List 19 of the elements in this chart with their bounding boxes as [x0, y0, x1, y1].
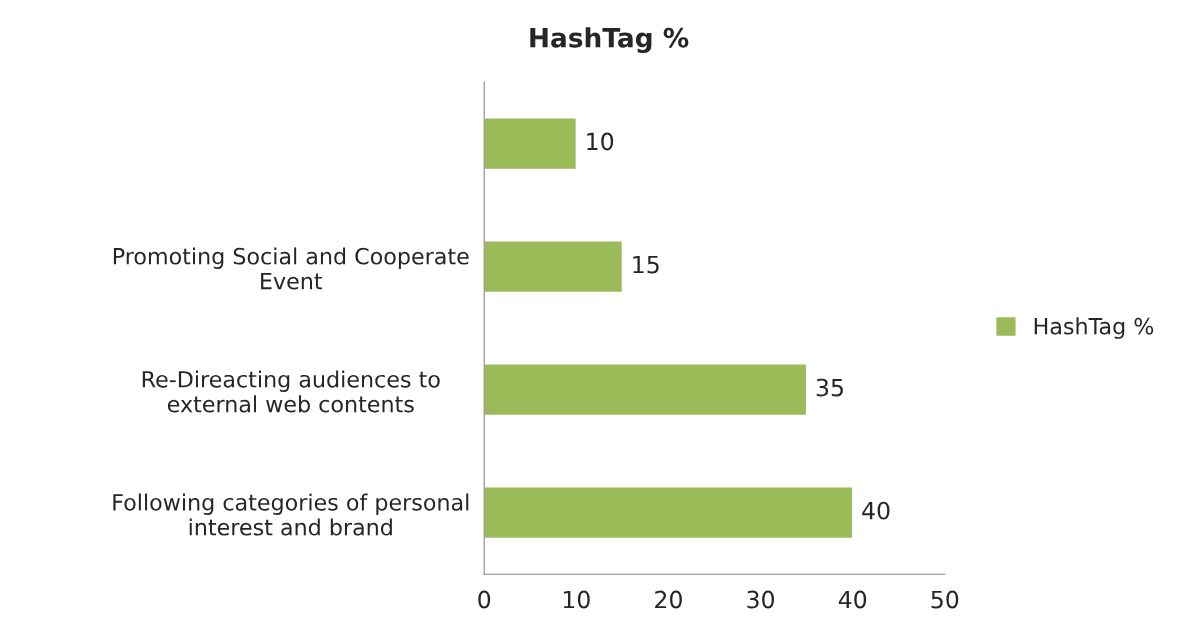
x-tick-label: 30: [747, 590, 775, 609]
x-tick-label: 50: [931, 590, 959, 609]
x-tick-label: 10: [563, 590, 590, 609]
x-tick-label: 40: [838, 590, 867, 609]
chart-title: HashTag %: [530, 27, 689, 53]
bar: [484, 240, 624, 294]
data-label: 35: [816, 378, 843, 397]
bar: [484, 363, 808, 417]
y-tick-label: Re-Direacting audiences to external web contents: [142, 370, 440, 413]
legend-label: HashTag %: [1034, 317, 1154, 339]
bar: [484, 486, 854, 540]
x-tick-label: 20: [655, 590, 682, 609]
y-tick-label: Promoting Social and Cooperate Event: [113, 247, 469, 290]
y-tick-label: Following categories of personal interest and brand: [113, 493, 469, 536]
x-tick-label: 0: [478, 590, 491, 609]
bar: [484, 117, 578, 171]
data-label: 40: [862, 501, 890, 520]
data-label: 15: [633, 255, 659, 274]
data-label: 10: [587, 132, 614, 151]
